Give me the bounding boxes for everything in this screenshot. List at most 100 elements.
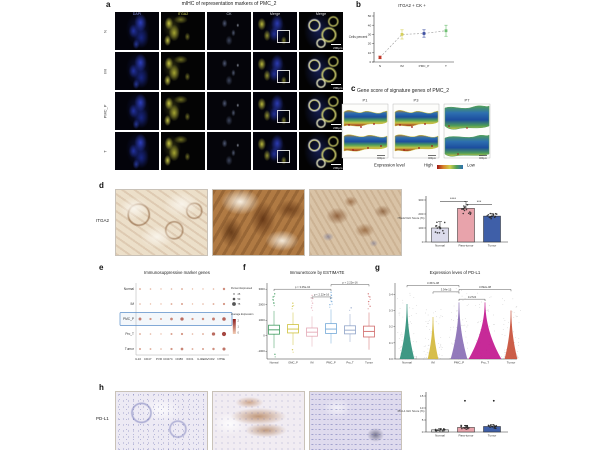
dot-IM-NT5E: [222, 302, 226, 306]
jitter-dot: [439, 428, 442, 430]
hotspot: [380, 145, 382, 147]
scatter-dot: [457, 319, 458, 320]
dot-Pro_T-CD274: [170, 332, 173, 336]
scatter-dot: [489, 325, 490, 327]
scatter-dot: [408, 316, 410, 317]
dot-Normal-PVR: [160, 288, 162, 290]
scatter-dot: [517, 350, 519, 352]
row-label-T: T: [103, 150, 108, 153]
dot-Normal-IL10: [139, 288, 141, 290]
scatter-dot: [516, 355, 518, 357]
legend-size-dot: [233, 293, 235, 295]
scatter-dot: [464, 324, 466, 326]
tissue-band: [444, 134, 490, 157]
dot-IM-CD47: [149, 303, 152, 305]
dot-Pro_T-IL4I1: [202, 333, 204, 335]
gene-label-CD47: CD47: [144, 357, 152, 361]
scatter-dot: [411, 322, 413, 324]
jitter-dot: [436, 221, 438, 224]
scatter-dot: [504, 349, 505, 351]
tissue-band: [444, 105, 490, 130]
pvalue-label: 3.092e-08: [479, 285, 492, 289]
scatter-dot: [456, 315, 457, 317]
scatter-dot: [412, 351, 414, 353]
scatter-dot: [412, 308, 414, 310]
jitter-dot: [463, 209, 466, 212]
y-tick-label: 1000: [259, 318, 266, 322]
y-tick-label: 15: [420, 394, 424, 398]
hotspot: [418, 147, 420, 149]
scatter-dot: [398, 338, 400, 339]
y-tick-label: 0: [369, 60, 371, 64]
jitter-dot: [460, 425, 462, 428]
scatter-dot: [462, 319, 464, 321]
scatter-dot: [440, 348, 442, 350]
outlier-dot: [311, 305, 313, 307]
scatter-dot: [425, 312, 426, 314]
dot-Normal-CD47: [149, 288, 152, 290]
legend-size-value: 25: [238, 293, 241, 296]
scatter-dot: [517, 356, 519, 358]
scatter-dot: [400, 334, 401, 336]
panel-label-c: c: [351, 84, 356, 93]
data-point: [444, 29, 448, 33]
scatter-dot: [409, 292, 411, 294]
scatter-dot: [508, 321, 509, 323]
dot-PMC_P-IDO1: [191, 317, 194, 321]
scatter-dot: [518, 322, 520, 324]
x-tick-label: PMC_P: [419, 64, 430, 68]
dot-PMC_P-NT5E: [222, 317, 226, 321]
scatter-dot: [501, 334, 503, 335]
dot-Tumor-IDO1: [191, 348, 194, 350]
scale-bar-line: [331, 124, 341, 125]
mihc-tile-PMC_P-ITGA2: [161, 92, 205, 130]
scatter-dot: [517, 356, 518, 358]
y-tick-label: 200: [418, 212, 423, 216]
hotspot: [348, 124, 350, 126]
scatter-dot: [515, 337, 516, 338]
dot-PMC_P-PVR: [159, 317, 163, 321]
hotspot: [411, 126, 413, 128]
scatter-dot: [440, 358, 441, 360]
scatter-dot: [427, 323, 429, 324]
scatter-dot: [515, 306, 517, 308]
violin-Normal: [399, 304, 415, 359]
y-axis-label: Cells percent: [349, 35, 368, 39]
panel-label-h: h: [99, 383, 104, 392]
scatter-dot: [501, 356, 502, 357]
dot-Tumor-HAVCR2: [212, 347, 215, 351]
outlier-dot: [330, 300, 332, 302]
scatter-dot: [428, 339, 429, 340]
scatter-dot: [505, 352, 506, 354]
zoom-region-box: [277, 30, 290, 43]
panel-d-chart: 0 100 200 300 ITGA2 IHC Score (%) Normal Para-…: [398, 196, 508, 248]
jitter-dot: [489, 424, 492, 427]
scatter-dot: [477, 322, 479, 324]
outlier-dot: [369, 305, 371, 307]
scatter-dot: [514, 342, 515, 343]
jitter-dot: [435, 429, 437, 432]
outlier-dot: [349, 309, 351, 311]
dot-Tumor-CD86: [180, 347, 184, 351]
scatter-dot: [502, 298, 504, 300]
x-tick-label: Para-tumor: [458, 434, 473, 438]
panel-c-legend-label: Expression level: [374, 163, 405, 169]
legend-color-value: 1: [238, 326, 240, 329]
hotspot: [431, 145, 433, 147]
panel-label-d: d: [99, 181, 104, 190]
outlier-dot: [274, 356, 276, 358]
scatter-dot: [440, 309, 442, 311]
panel-f-title: ImmuneScore by ESTIMATE: [290, 270, 345, 275]
panel-g-title: Expression leves of PD-L1: [430, 270, 481, 275]
scatter-dot: [449, 357, 451, 359]
scatter-dot: [409, 321, 411, 323]
gene-label-NT5E: NT5E: [217, 357, 225, 361]
y-tick-label: 0.2: [389, 325, 393, 329]
tissue-band: [343, 134, 388, 152]
scatter-dot: [456, 292, 458, 293]
y-tick-label: 0: [422, 430, 424, 434]
scatter-dot: [399, 308, 401, 309]
jitter-dot: [489, 216, 492, 218]
scatter-dot: [401, 340, 403, 342]
